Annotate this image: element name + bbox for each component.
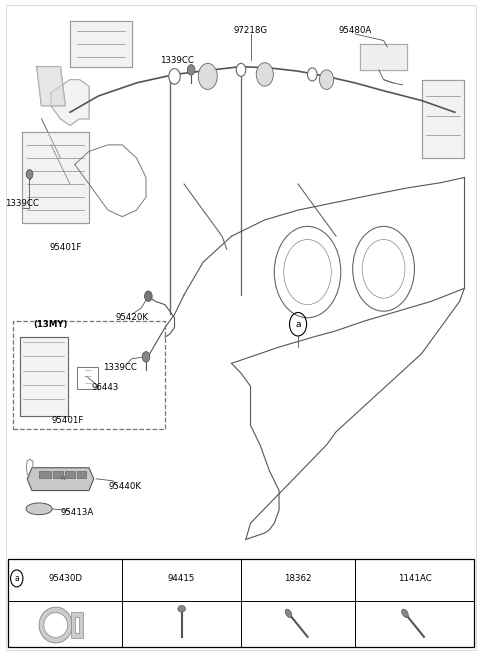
Polygon shape [360,44,408,70]
Text: 95440K: 95440K [108,482,141,491]
Circle shape [308,68,317,81]
Bar [53,471,63,477]
Circle shape [319,70,334,90]
Polygon shape [23,132,89,223]
Ellipse shape [26,503,52,515]
Circle shape [142,352,150,362]
Polygon shape [20,337,68,415]
Circle shape [256,63,273,86]
Text: 96443: 96443 [92,383,120,392]
Bar [8,559,474,647]
Polygon shape [51,80,89,125]
Circle shape [26,170,33,179]
Bar [13,321,165,428]
Text: 18362: 18362 [284,574,312,583]
Bar [75,617,80,633]
Polygon shape [27,468,94,491]
Text: (13MY): (13MY) [33,320,67,329]
Text: 97218G: 97218G [233,26,267,35]
Ellipse shape [402,609,408,618]
Text: 95420K: 95420K [115,313,148,322]
Text: 95413A: 95413A [60,508,94,517]
Ellipse shape [178,605,185,612]
Bar [39,471,51,477]
Polygon shape [36,67,65,105]
Bar [77,471,85,477]
Text: 1339CC: 1339CC [103,364,137,373]
Text: 94415: 94415 [168,574,195,583]
Text: 95401F: 95401F [49,243,82,252]
Text: 1339CC: 1339CC [5,199,39,208]
Ellipse shape [44,612,68,637]
Text: 95480A: 95480A [338,26,372,35]
Bar [65,471,75,477]
Text: 95430D: 95430D [48,574,82,583]
Text: a: a [295,320,301,329]
Ellipse shape [285,609,292,618]
Text: a: a [14,574,19,583]
Text: 1339CC: 1339CC [160,56,194,65]
Circle shape [187,65,195,75]
Text: 95401F: 95401F [51,416,84,424]
Text: 1141AC: 1141AC [397,574,432,583]
Bar [72,612,83,638]
Polygon shape [70,21,132,67]
Circle shape [169,69,180,84]
Polygon shape [421,80,464,158]
Ellipse shape [39,607,72,643]
Circle shape [144,291,152,301]
Circle shape [198,64,217,90]
Text: H: H [60,476,65,481]
Circle shape [236,64,246,77]
